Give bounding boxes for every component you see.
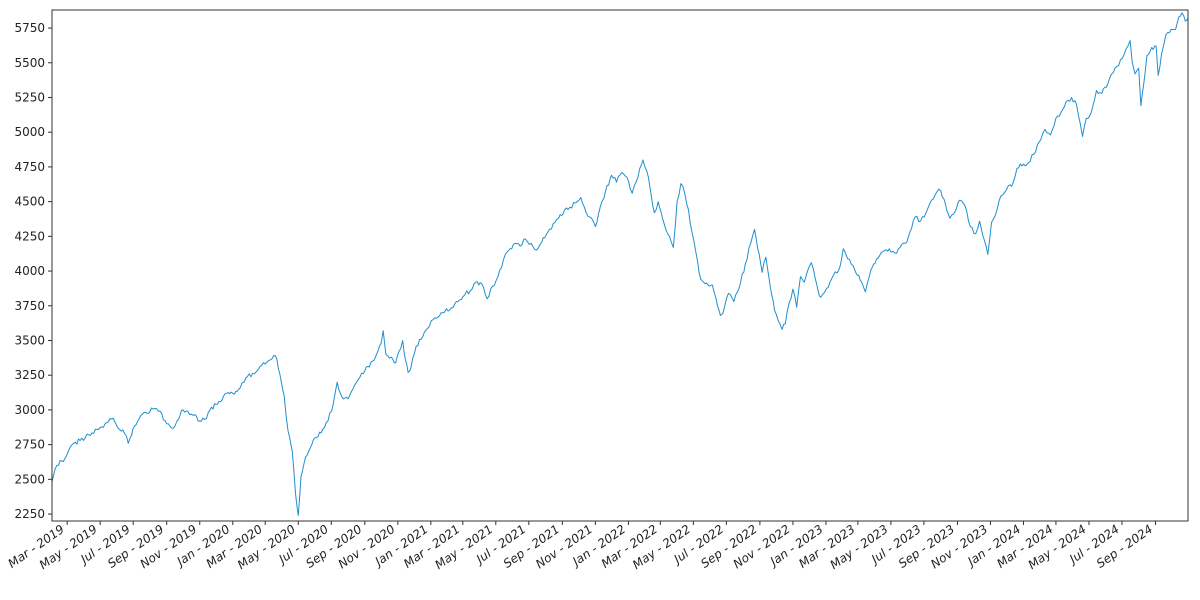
y-tick-label: 5500 <box>14 56 45 70</box>
plot-background <box>52 10 1188 521</box>
y-tick-label: 2500 <box>14 472 45 486</box>
plot-frame <box>51 9 1189 522</box>
series-line <box>51 12 1189 516</box>
y-tick-label: 5000 <box>14 125 45 139</box>
y-tick-label: 3750 <box>14 299 45 313</box>
y-tick-label: 3500 <box>14 333 45 347</box>
y-tick-label: 5750 <box>14 21 45 35</box>
y-tick-label: 5250 <box>14 90 45 104</box>
y-tick-label: 4000 <box>14 264 45 278</box>
y-tick-label: 3000 <box>14 403 45 417</box>
y-tick-label: 4750 <box>14 160 45 174</box>
y-tick-label: 3250 <box>14 368 45 382</box>
y-tick-label: 2750 <box>14 438 45 452</box>
series-group <box>51 12 1189 516</box>
y-tick-label: 4250 <box>14 229 45 243</box>
y-axis: 2250 2500 2750 3000 3250 3500 3750 4000 4250 4500… <box>14 21 52 521</box>
y-tick-label: 4500 <box>14 195 45 209</box>
y-tick-label: 2250 <box>14 507 45 521</box>
